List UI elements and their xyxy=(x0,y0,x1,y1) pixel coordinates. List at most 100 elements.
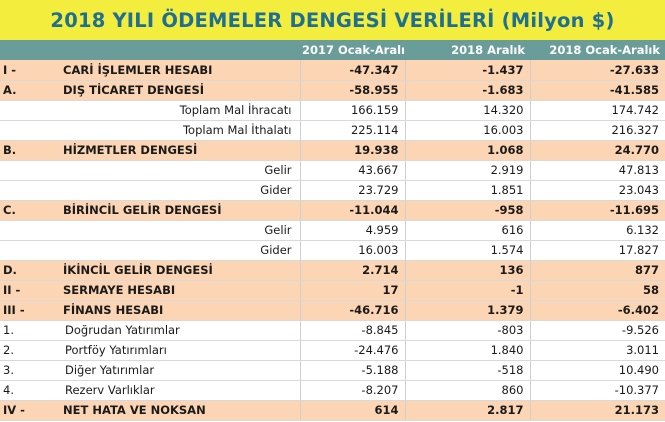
value-2017-jan-dec: -47.347 xyxy=(299,60,405,81)
value-2017-jan-dec: -8.845 xyxy=(299,320,405,341)
row-code: 3. xyxy=(0,360,45,381)
value-2018-jan-dec: 24.770 xyxy=(529,140,665,161)
row-label: BİRİNCİL GELİR DENGESİ xyxy=(45,200,300,221)
table-row: Gelir 4.959 616 6.132 xyxy=(0,220,665,241)
table-row: 4. Rezerv Varlıklar -8.207 860 -10.377 xyxy=(0,380,665,401)
value-2018-jan-dec: 17.827 xyxy=(529,240,665,261)
value-2018-jan-dec: -27.633 xyxy=(529,60,665,81)
value-2017-jan-dec: -58.955 xyxy=(299,80,405,101)
header-code xyxy=(0,40,45,60)
row-code xyxy=(0,100,45,121)
page-title: 2018 YILI ÖDEMELER DENGESİ VERİLERİ (Mil… xyxy=(50,8,615,32)
row-code xyxy=(0,160,45,181)
value-2018-dec: 1.379 xyxy=(404,300,530,321)
value-2018-dec: 1.574 xyxy=(404,240,530,261)
row-label: Gider xyxy=(45,240,300,261)
header-2017-jan-dec: 2017 Ocak-Aralık xyxy=(300,40,405,60)
row-code: 4. xyxy=(0,380,45,401)
value-2017-jan-dec: 17 xyxy=(299,280,405,301)
row-code: D. xyxy=(0,260,45,281)
title-bar: 2018 YILI ÖDEMELER DENGESİ VERİLERİ (Mil… xyxy=(0,0,665,40)
row-label: Diğer Yatırımlar xyxy=(45,360,300,381)
value-2018-dec: -518 xyxy=(404,360,530,381)
row-code: II - xyxy=(0,280,45,301)
row-code: 2. xyxy=(0,340,45,361)
value-2018-jan-dec: -11.695 xyxy=(529,200,665,221)
value-2018-jan-dec: 23.043 xyxy=(529,180,665,201)
value-2018-jan-dec: 174.742 xyxy=(529,100,665,121)
value-2017-jan-dec: -24.476 xyxy=(299,340,405,361)
value-2018-dec: 1.851 xyxy=(404,180,530,201)
row-code: A. xyxy=(0,80,45,101)
value-2018-dec: -803 xyxy=(404,320,530,341)
table-row: Gelir 43.667 2.919 47.813 xyxy=(0,160,665,181)
row-label: CARİ İŞLEMLER HESABI xyxy=(45,60,300,81)
row-label: SERMAYE HESABI xyxy=(45,280,300,301)
table-row: C. BİRİNCİL GELİR DENGESİ -11.044 -958 -11.6… xyxy=(0,200,665,221)
value-2018-jan-dec: -10.377 xyxy=(529,380,665,401)
table-row: Gider 23.729 1.851 23.043 xyxy=(0,180,665,201)
value-2018-jan-dec: 21.173 xyxy=(529,400,665,421)
value-2018-dec: 16.003 xyxy=(404,120,530,141)
row-label: NET HATA VE NOKSAN xyxy=(45,400,300,421)
row-label: Rezerv Varlıklar xyxy=(45,380,300,401)
row-label: FİNANS HESABI xyxy=(45,300,300,321)
value-2018-dec: -1.437 xyxy=(404,60,530,81)
row-label: HİZMETLER DENGESİ xyxy=(45,140,300,161)
row-code: I - xyxy=(0,60,45,81)
row-code: 1. xyxy=(0,320,45,341)
value-2017-jan-dec: -8.207 xyxy=(299,380,405,401)
row-label: Gelir xyxy=(45,160,300,181)
value-2018-jan-dec: -9.526 xyxy=(529,320,665,341)
table-row: 1. Doğrudan Yatırımlar -8.845 -803 -9.526 xyxy=(0,320,665,341)
table-row: D. İKİNCİL GELİR DENGESİ 2.714 136 877 xyxy=(0,260,665,281)
row-code xyxy=(0,240,45,261)
row-label: Doğrudan Yatırımlar xyxy=(45,320,300,341)
value-2018-dec: 136 xyxy=(404,260,530,281)
row-label: Toplam Mal İthalatı xyxy=(45,120,300,141)
value-2018-jan-dec: -41.585 xyxy=(529,80,665,101)
row-label: Portföy Yatırımları xyxy=(45,340,300,361)
value-2017-jan-dec: 614 xyxy=(299,400,405,421)
table-row: 3. Diğer Yatırımlar -5.188 -518 10.490 xyxy=(0,360,665,381)
table-row: I - CARİ İŞLEMLER HESABI -47.347 -1.437 -27.… xyxy=(0,60,665,81)
header-label xyxy=(45,40,300,60)
value-2017-jan-dec: -5.188 xyxy=(299,360,405,381)
value-2017-jan-dec: 16.003 xyxy=(299,240,405,261)
value-2018-jan-dec: 10.490 xyxy=(529,360,665,381)
value-2018-jan-dec: 47.813 xyxy=(529,160,665,181)
row-code: IV - xyxy=(0,400,45,421)
value-2017-jan-dec: 43.667 xyxy=(299,160,405,181)
value-2017-jan-dec: 2.714 xyxy=(299,260,405,281)
table-row: 2. Portföy Yatırımları -24.476 1.840 3.011 xyxy=(0,340,665,361)
value-2018-jan-dec: -6.402 xyxy=(529,300,665,321)
table-row: Gider 16.003 1.574 17.827 xyxy=(0,240,665,261)
row-label: Gider xyxy=(45,180,300,201)
value-2018-dec: 14.320 xyxy=(404,100,530,121)
table-row: A. DIŞ TİCARET DENGESİ -58.955 -1.683 -41.58… xyxy=(0,80,665,101)
value-2018-dec: 860 xyxy=(404,380,530,401)
header-2018-jan-dec: 2018 Ocak-Aralık xyxy=(530,40,665,60)
row-code xyxy=(0,180,45,201)
value-2018-dec: 2.817 xyxy=(404,400,530,421)
value-2017-jan-dec: -11.044 xyxy=(299,200,405,221)
header-2018-dec: 2018 Aralık xyxy=(405,40,530,60)
balance-of-payments-table: 2017 Ocak-Aralık 2018 Aralık 2018 Ocak-A… xyxy=(0,40,665,421)
value-2018-dec: 616 xyxy=(404,220,530,241)
table-row: Toplam Mal İhracatı 166.159 14.320 174.742 xyxy=(0,100,665,121)
value-2018-dec: 1.068 xyxy=(404,140,530,161)
value-2017-jan-dec: 4.959 xyxy=(299,220,405,241)
row-code: C. xyxy=(0,200,45,221)
value-2018-dec: -1 xyxy=(404,280,530,301)
row-label: Gelir xyxy=(45,220,300,241)
row-code: III - xyxy=(0,300,45,321)
row-code: B. xyxy=(0,140,45,161)
value-2017-jan-dec: 225.114 xyxy=(299,120,405,141)
value-2018-dec: 1.840 xyxy=(404,340,530,361)
row-code xyxy=(0,220,45,241)
row-label: İKİNCİL GELİR DENGESİ xyxy=(45,260,300,281)
table-row: Toplam Mal İthalatı 225.114 16.003 216.327 xyxy=(0,120,665,141)
table-row: II - SERMAYE HESABI 17 -1 58 xyxy=(0,280,665,301)
row-label: Toplam Mal İhracatı xyxy=(45,100,300,121)
value-2018-dec: -958 xyxy=(404,200,530,221)
